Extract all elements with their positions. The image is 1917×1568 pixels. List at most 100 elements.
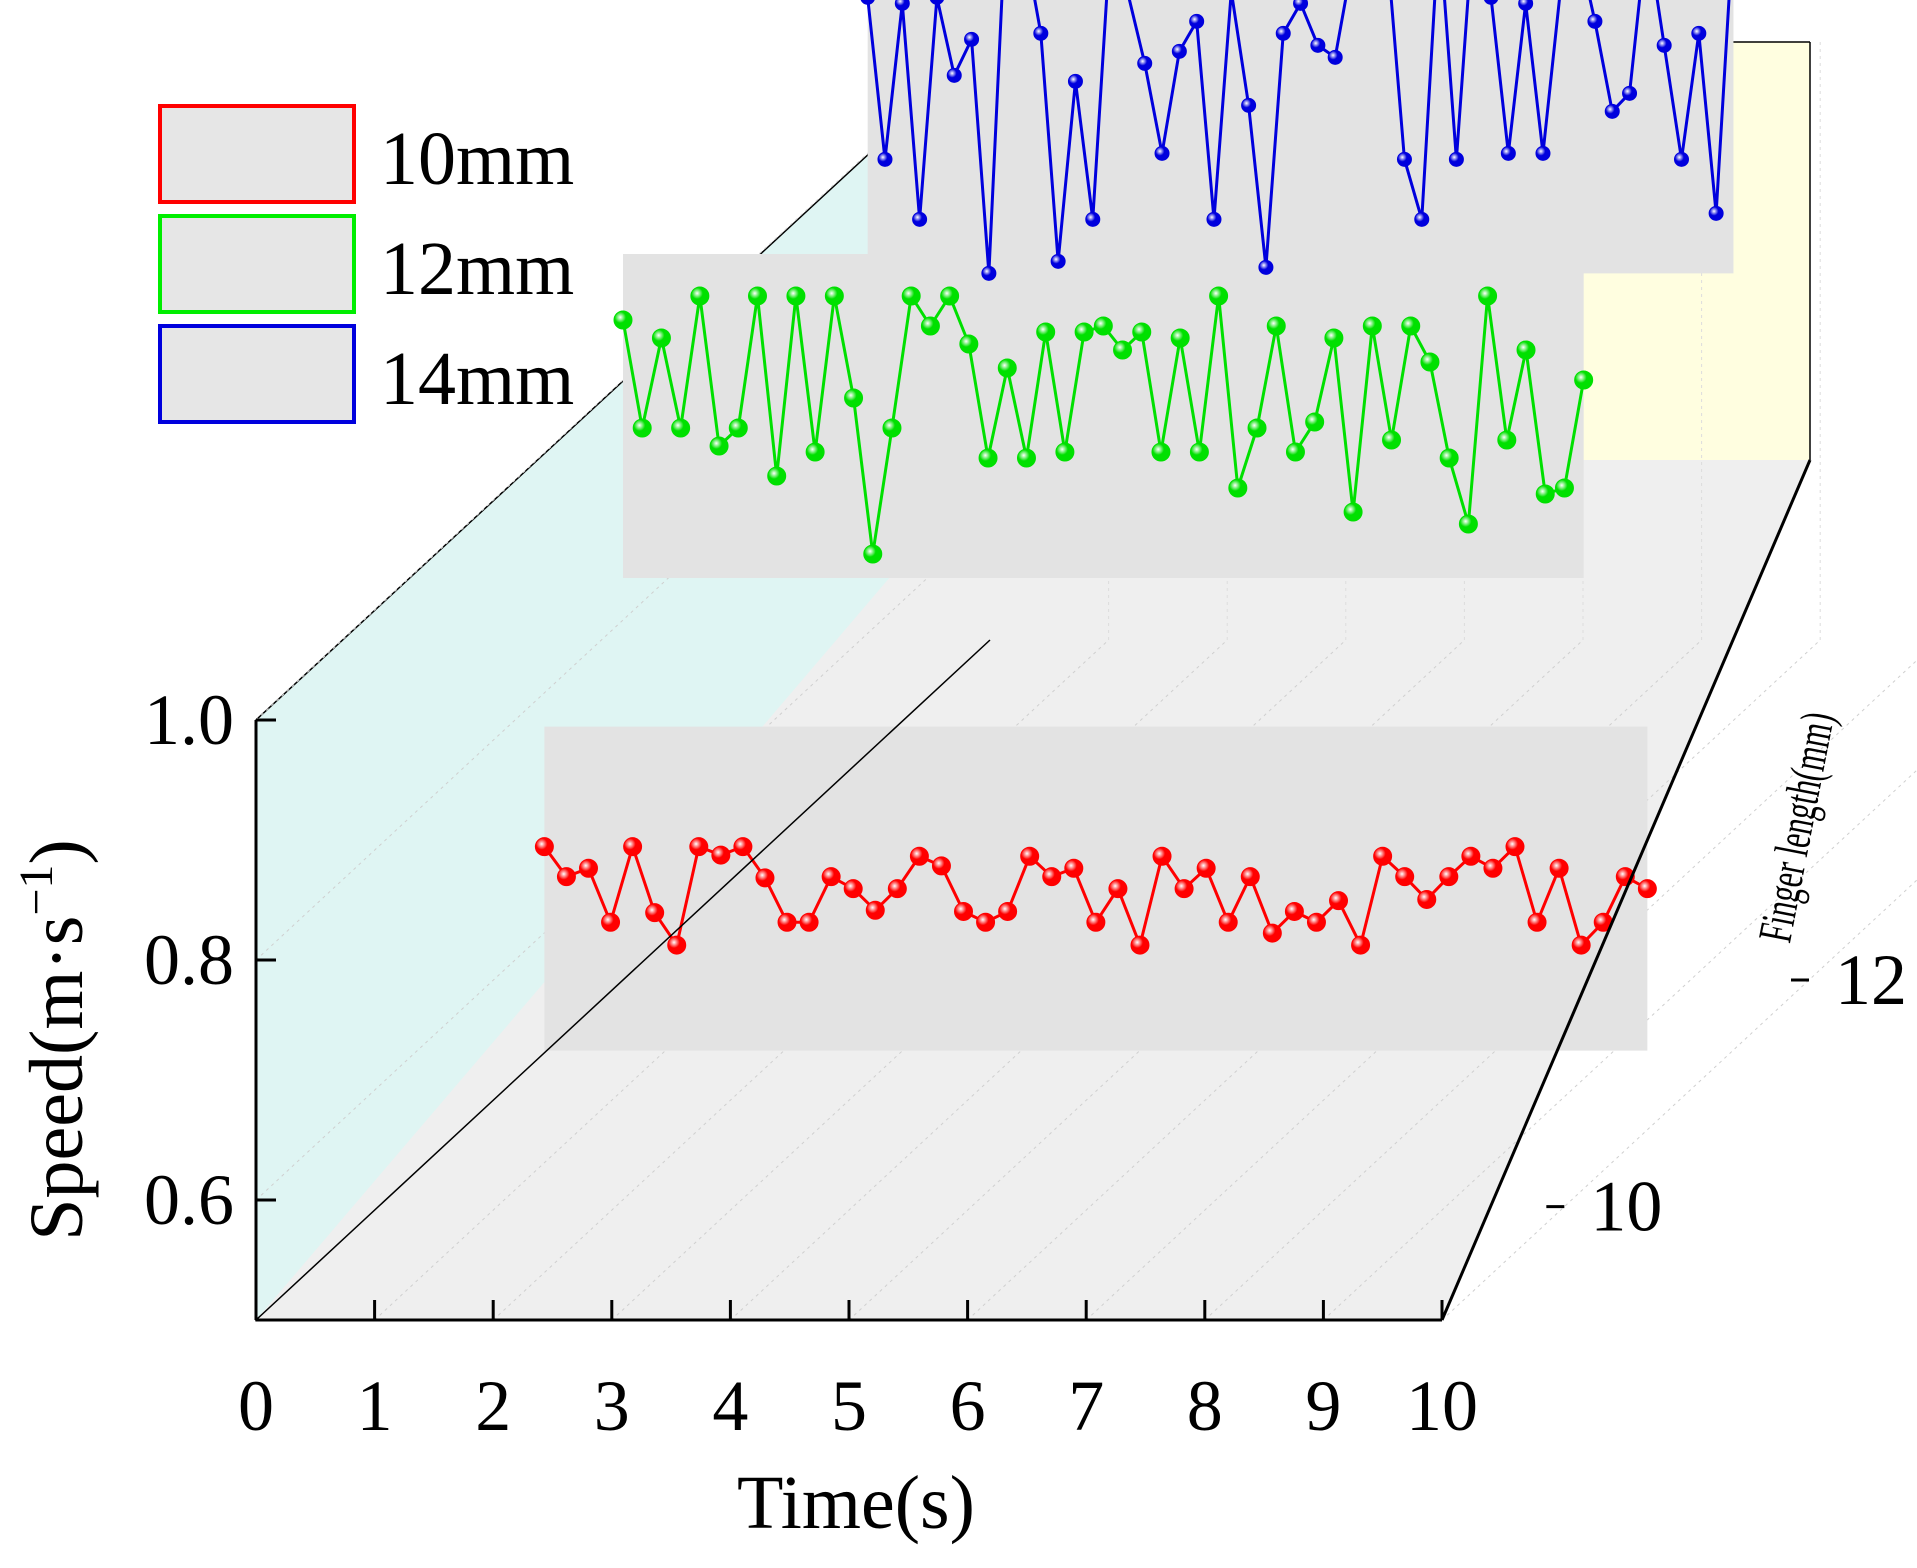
data-point-10mm	[1152, 846, 1172, 866]
series-lines	[534, 0, 1731, 955]
legend-swatch-12mm	[158, 214, 356, 314]
data-point-10mm	[645, 903, 665, 923]
data-point-12mm	[997, 358, 1017, 378]
data-point-10mm	[777, 912, 797, 932]
data-point-14mm	[1587, 13, 1603, 29]
data-point-14mm	[1258, 259, 1274, 275]
data-point-12mm	[863, 544, 883, 564]
y-tick-label: 0.8	[144, 920, 234, 1000]
data-point-10mm	[534, 837, 554, 857]
y-tick-label: 0.6	[144, 1160, 234, 1240]
y-axis-title: Speed(m·s−1)	[10, 839, 99, 1240]
data-point-10mm	[1042, 867, 1062, 887]
data-point-10mm	[931, 856, 951, 876]
data-point-10mm	[1108, 879, 1128, 899]
data-point-14mm	[1085, 211, 1101, 227]
data-point-12mm	[1574, 370, 1594, 390]
data-point-10mm	[1461, 846, 1481, 866]
data-point-12mm	[1362, 316, 1382, 336]
data-point-12mm	[1382, 430, 1402, 450]
data-point-10mm	[1329, 891, 1349, 911]
data-point-10mm	[733, 837, 753, 857]
data-point-12mm	[632, 418, 652, 438]
data-point-12mm	[959, 334, 979, 354]
data-point-14mm	[1033, 25, 1049, 41]
data-point-14mm	[1137, 55, 1153, 71]
data-point-14mm	[1622, 85, 1638, 101]
data-point-14mm	[981, 265, 997, 281]
data-point-14mm	[1206, 211, 1222, 227]
x-tick-label: 9	[1305, 1366, 1341, 1446]
ribbon-14mm	[867, 0, 1734, 274]
legend-label-12mm: 12mm	[380, 227, 574, 311]
data-point-10mm	[1439, 867, 1459, 887]
x-tick-label: 6	[950, 1366, 986, 1446]
data-point-10mm	[1262, 923, 1282, 943]
data-point-14mm	[1518, 0, 1534, 11]
data-point-12mm	[1478, 286, 1498, 306]
data-point-10mm	[755, 868, 775, 888]
data-point-12mm	[1401, 316, 1421, 336]
data-point-12mm	[1516, 340, 1536, 360]
data-point-10mm	[1130, 935, 1150, 955]
legend-swatch-10mm	[158, 104, 356, 204]
data-point-12mm	[613, 310, 633, 330]
x-tick-label: 1	[357, 1366, 393, 1446]
data-point-10mm	[601, 912, 621, 932]
ribbon-12mm	[623, 254, 1584, 578]
data-point-12mm	[671, 418, 691, 438]
data-point-14mm	[1691, 25, 1707, 41]
data-point-10mm	[1549, 858, 1569, 878]
x-tick-label: 3	[594, 1366, 630, 1446]
data-point-12mm	[1055, 442, 1075, 462]
data-point-14mm	[1604, 103, 1620, 119]
data-point-12mm	[709, 436, 729, 456]
floor-left-edge	[255, 639, 991, 1321]
data-point-12mm	[1209, 286, 1229, 306]
z-tick-label: 10	[1590, 1167, 1662, 1247]
data-point-10mm	[1020, 846, 1040, 866]
y-axis-title-sup: −1	[10, 865, 63, 916]
data-point-10mm	[623, 837, 643, 857]
data-point-10mm	[1196, 858, 1216, 878]
data-point-14mm	[1293, 0, 1309, 11]
data-point-10mm	[556, 867, 576, 887]
floor-grid-line	[1204, 659, 1917, 1321]
data-point-14mm	[964, 31, 980, 47]
data-point-14mm	[1448, 151, 1464, 167]
data-point-10mm	[1064, 858, 1084, 878]
data-point-10mm	[1174, 879, 1194, 899]
data-point-12mm	[1285, 442, 1305, 462]
data-point-12mm	[1458, 514, 1478, 534]
data-point-12mm	[1535, 484, 1555, 504]
data-point-10mm	[1284, 901, 1304, 921]
data-point-12mm	[1343, 502, 1363, 522]
data-point-10mm	[689, 837, 709, 857]
data-point-10mm	[1240, 867, 1260, 887]
y-axis-title-main: Speed(m·s	[15, 916, 99, 1241]
data-point-10mm	[1351, 935, 1371, 955]
data-point-12mm	[728, 418, 748, 438]
data-point-10mm	[667, 935, 687, 955]
x-tick-label: 7	[1068, 1366, 1104, 1446]
data-point-12mm	[1497, 430, 1517, 450]
data-point-12mm	[1305, 412, 1325, 432]
x-tick-label: 10	[1406, 1366, 1478, 1446]
data-point-12mm	[1036, 322, 1056, 342]
legend-label-14mm: 14mm	[380, 337, 574, 421]
data-point-10mm	[1505, 837, 1525, 857]
data-point-14mm	[1275, 25, 1291, 41]
legend-item-12mm: 12mm	[158, 214, 574, 314]
data-point-12mm	[690, 286, 710, 306]
data-point-14mm	[1171, 43, 1187, 59]
floor-grid-line	[1085, 639, 1821, 1321]
data-point-12mm	[844, 388, 864, 408]
data-point-14mm	[1154, 145, 1170, 161]
data-point-10mm	[1571, 935, 1591, 955]
data-point-10mm	[711, 845, 731, 865]
data-point-12mm	[882, 418, 902, 438]
x-tick-label: 4	[712, 1366, 748, 1446]
data-point-12mm	[1016, 448, 1036, 468]
x-tick-label: 2	[475, 1366, 511, 1446]
